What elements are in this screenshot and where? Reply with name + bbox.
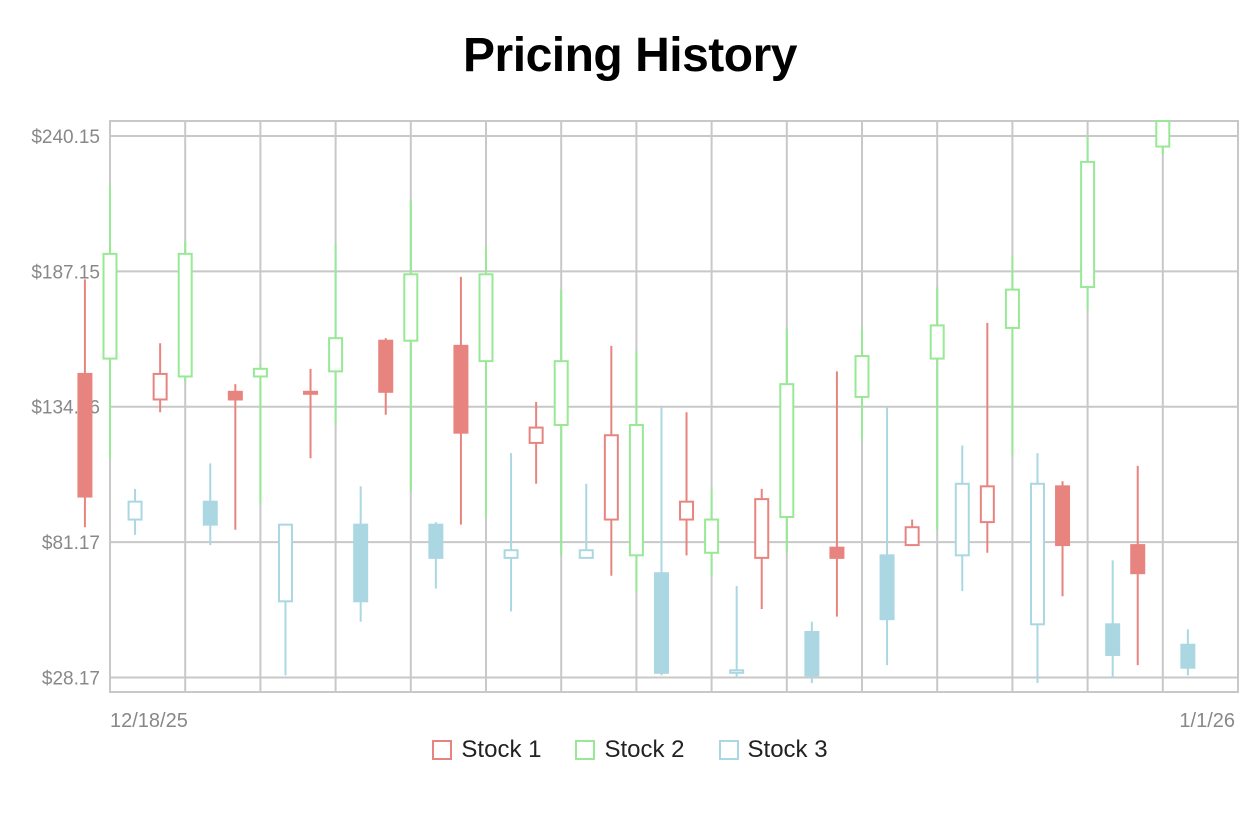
y-tick-label: $187.15 — [31, 262, 100, 283]
candle-body-stock-3 — [1105, 623, 1121, 656]
candle-body-stock-2 — [1004, 288, 1020, 329]
candle-body-stock-2 — [1080, 160, 1096, 289]
x-tick-label-start: 12/18/25 — [110, 710, 188, 732]
candle-body-stock-2 — [929, 324, 945, 360]
candle-body-stock-3 — [729, 669, 745, 674]
legend-label-stock-2: Stock 2 — [604, 736, 685, 763]
candle-body-stock-2 — [854, 355, 870, 398]
candle-body-stock-2 — [553, 360, 569, 427]
candle-body-stock-3 — [1029, 482, 1045, 626]
y-tick-label: $28.17 — [42, 669, 100, 690]
legend-swatch-stock-1 — [432, 740, 453, 760]
candle-body-stock-3 — [353, 523, 369, 603]
candle-body-stock-2 — [478, 273, 494, 363]
candle-body-stock-3 — [277, 523, 293, 603]
y-tick-label: $240.15 — [31, 127, 100, 148]
legend-item-stock-3[interactable]: Stock 3 — [718, 736, 828, 764]
legend-label-stock-1: Stock 1 — [461, 736, 542, 763]
x-tick-label-end: 1/1/26 — [1179, 710, 1235, 732]
candle-body-stock-3 — [578, 549, 594, 559]
candle-body-stock-1 — [378, 339, 394, 393]
candle-body-stock-2 — [779, 383, 795, 518]
candle-body-stock-1 — [227, 390, 243, 401]
legend-label-stock-3: Stock 3 — [747, 736, 828, 763]
candle-body-stock-1 — [303, 390, 319, 395]
candle-body-stock-3 — [428, 523, 444, 559]
candle-body-stock-3 — [202, 500, 218, 526]
legend-item-stock-1[interactable]: Stock 1 — [432, 736, 541, 764]
candle-body-stock-3 — [804, 630, 820, 677]
candle-body-stock-1 — [77, 372, 93, 498]
legend-item-stock-2[interactable]: Stock 2 — [575, 736, 685, 764]
candle-body-stock-1 — [603, 434, 619, 521]
candle-body-stock-1 — [1130, 544, 1146, 575]
chart-legend: Stock 1 Stock 2 Stock 3 — [0, 736, 1260, 764]
candle-body-stock-2 — [628, 424, 644, 557]
legend-swatch-stock-3 — [718, 740, 739, 760]
candle-body-stock-1 — [904, 526, 920, 547]
candle-body-stock-1 — [679, 500, 695, 521]
candle-body-stock-1 — [979, 485, 995, 524]
candle-body-stock-1 — [453, 344, 469, 434]
candle-body-stock-3 — [503, 549, 519, 559]
candle-body-stock-2 — [328, 337, 344, 373]
legend-swatch-stock-2 — [575, 740, 596, 760]
chart-title: Pricing History — [463, 29, 797, 82]
candle-body-stock-3 — [127, 500, 143, 521]
candle-body-stock-1 — [754, 498, 770, 559]
candle-body-stock-2 — [252, 367, 268, 378]
candle-body-stock-3 — [653, 572, 669, 674]
candle-body-stock-1 — [152, 372, 168, 401]
candle-body-stock-3 — [879, 554, 895, 621]
candle-body-stock-2 — [403, 273, 419, 342]
candle-body-stock-2 — [177, 252, 193, 378]
candle-body-stock-2 — [1155, 120, 1171, 148]
candle-body-stock-3 — [954, 482, 970, 557]
candle-body-stock-1 — [1055, 485, 1071, 547]
candle-body-stock-2 — [704, 518, 720, 554]
candle-body-stock-2 — [102, 252, 118, 360]
y-tick-label: $81.17 — [42, 533, 100, 554]
candle-body-stock-3 — [1180, 643, 1196, 669]
candle-body-stock-1 — [829, 546, 845, 559]
candle-body-stock-1 — [528, 426, 544, 444]
